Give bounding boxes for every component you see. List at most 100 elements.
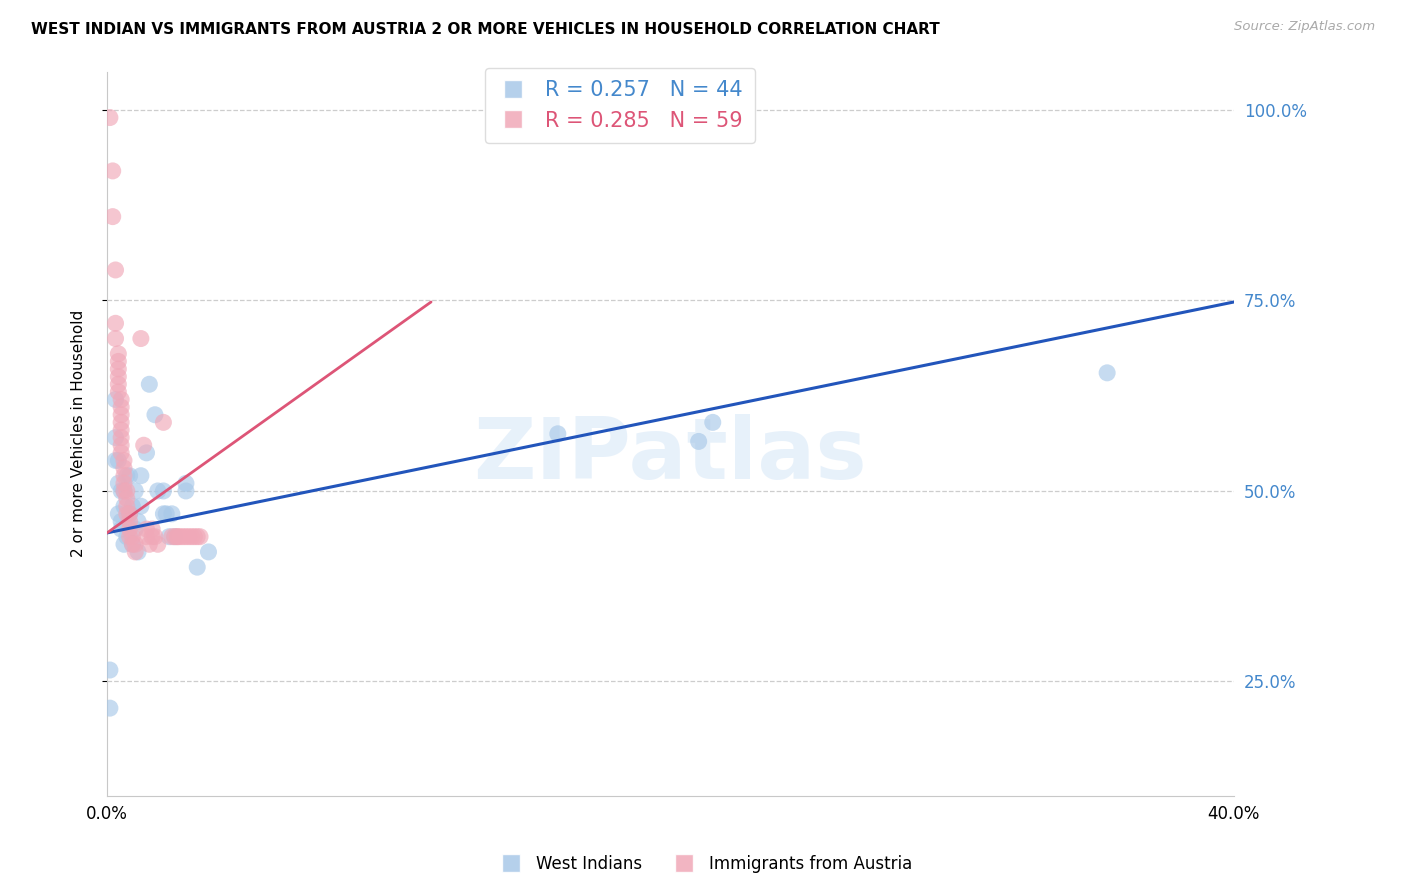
Point — [115, 491, 138, 506]
Point — [152, 416, 174, 430]
Point — [127, 515, 149, 529]
Point — [115, 530, 138, 544]
Point — [183, 530, 205, 544]
Point — [172, 530, 194, 544]
Point — [129, 499, 152, 513]
Point — [110, 483, 132, 498]
Point — [138, 537, 160, 551]
Point — [110, 522, 132, 536]
Point — [127, 545, 149, 559]
Point — [124, 537, 146, 551]
Point — [188, 530, 211, 544]
Point — [135, 530, 157, 544]
Point — [186, 530, 208, 544]
Point — [163, 530, 186, 544]
Text: Source: ZipAtlas.com: Source: ZipAtlas.com — [1234, 20, 1375, 33]
Point — [141, 530, 163, 544]
Point — [143, 530, 166, 544]
Point — [98, 663, 121, 677]
Point — [112, 461, 135, 475]
Legend: R = 0.257   N = 44, R = 0.285   N = 59: R = 0.257 N = 44, R = 0.285 N = 59 — [485, 68, 755, 144]
Point — [124, 522, 146, 536]
Point — [104, 316, 127, 330]
Point — [118, 522, 141, 536]
Point — [112, 476, 135, 491]
Point — [104, 332, 127, 346]
Point — [1095, 366, 1118, 380]
Point — [112, 453, 135, 467]
Point — [118, 507, 141, 521]
Point — [547, 426, 569, 441]
Point — [160, 507, 183, 521]
Point — [180, 530, 202, 544]
Point — [702, 416, 724, 430]
Point — [110, 515, 132, 529]
Point — [98, 111, 121, 125]
Point — [107, 354, 129, 368]
Point — [155, 507, 177, 521]
Point — [132, 438, 155, 452]
Point — [107, 347, 129, 361]
Point — [110, 438, 132, 452]
Point — [101, 210, 124, 224]
Point — [141, 522, 163, 536]
Point — [107, 476, 129, 491]
Point — [104, 453, 127, 467]
Point — [121, 530, 143, 544]
Point — [174, 530, 197, 544]
Legend: West Indians, Immigrants from Austria: West Indians, Immigrants from Austria — [488, 848, 918, 880]
Point — [146, 483, 169, 498]
Point — [110, 400, 132, 414]
Point — [115, 483, 138, 498]
Point — [688, 434, 710, 449]
Point — [186, 560, 208, 574]
Point — [112, 537, 135, 551]
Point — [107, 384, 129, 399]
Text: WEST INDIAN VS IMMIGRANTS FROM AUSTRIA 2 OR MORE VEHICLES IN HOUSEHOLD CORRELATI: WEST INDIAN VS IMMIGRANTS FROM AUSTRIA 2… — [31, 22, 939, 37]
Point — [104, 392, 127, 407]
Point — [197, 545, 219, 559]
Point — [118, 468, 141, 483]
Point — [107, 453, 129, 467]
Point — [112, 483, 135, 498]
Point — [124, 545, 146, 559]
Point — [135, 446, 157, 460]
Point — [135, 522, 157, 536]
Point — [107, 362, 129, 376]
Point — [110, 423, 132, 437]
Point — [107, 377, 129, 392]
Point — [121, 499, 143, 513]
Point — [129, 332, 152, 346]
Point — [110, 431, 132, 445]
Point — [121, 537, 143, 551]
Point — [174, 476, 197, 491]
Point — [104, 263, 127, 277]
Point — [177, 530, 200, 544]
Point — [98, 701, 121, 715]
Point — [166, 530, 188, 544]
Point — [104, 431, 127, 445]
Point — [118, 515, 141, 529]
Point — [146, 537, 169, 551]
Point — [110, 408, 132, 422]
Point — [110, 416, 132, 430]
Point — [115, 507, 138, 521]
Point — [138, 377, 160, 392]
Point — [107, 369, 129, 384]
Point — [152, 483, 174, 498]
Point — [124, 483, 146, 498]
Point — [110, 446, 132, 460]
Y-axis label: 2 or more Vehicles in Household: 2 or more Vehicles in Household — [72, 310, 86, 558]
Point — [112, 499, 135, 513]
Point — [115, 499, 138, 513]
Point — [143, 408, 166, 422]
Point — [110, 392, 132, 407]
Point — [112, 483, 135, 498]
Point — [169, 530, 191, 544]
Point — [118, 507, 141, 521]
Point — [163, 530, 186, 544]
Point — [118, 530, 141, 544]
Point — [160, 530, 183, 544]
Point — [112, 468, 135, 483]
Point — [115, 468, 138, 483]
